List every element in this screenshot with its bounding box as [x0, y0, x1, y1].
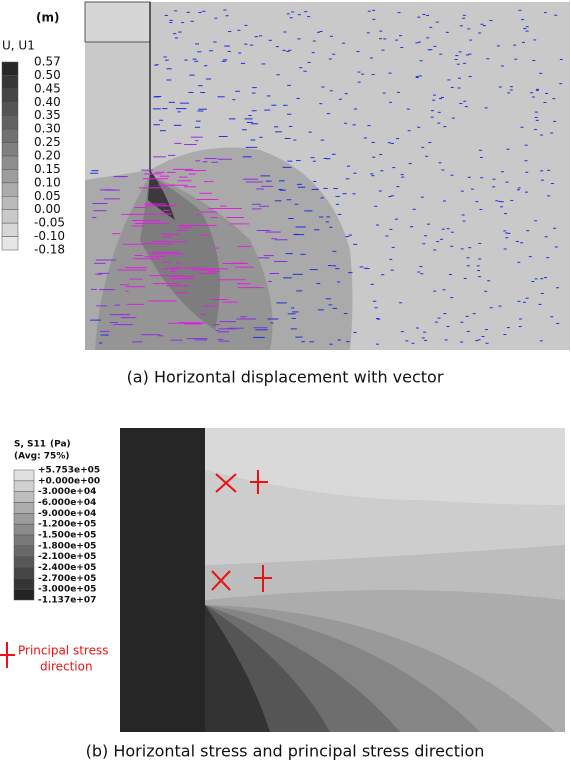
- legend-swatch: [13, 502, 35, 514]
- legend-label: 0.30: [34, 122, 61, 136]
- legend-label: -3.000e+05: [38, 585, 96, 595]
- legend-title: S, S11: [14, 440, 46, 450]
- legend-swatch: [1, 155, 19, 170]
- legend-label: -0.05: [34, 216, 65, 230]
- legend-swatch: [1, 196, 19, 210]
- contour-zone: [148, 170, 175, 220]
- legend-unit: (Pa): [50, 440, 71, 450]
- panel-b: [0, 428, 565, 732]
- legend-a: 0.570.500.450.400.350.300.250.200.150.10…: [1, 55, 65, 257]
- legend-label: -9.000e+04: [38, 509, 96, 519]
- legend-label: 0.20: [34, 149, 61, 163]
- legend-swatch: [13, 534, 35, 547]
- legend-label: +0.000e+00: [38, 476, 100, 486]
- legend-label: -1.500e+05: [38, 531, 96, 541]
- caption: (a) Horizontal displacement with vector: [127, 368, 444, 387]
- legend-swatch: [1, 102, 19, 116]
- legend-b: +5.753e+05+0.000e+00-3.000e+04-6.000e+04…: [13, 466, 100, 606]
- legend-label: 0.57: [34, 55, 61, 69]
- legend-label: -0.18: [34, 243, 65, 257]
- legend-label: 0.25: [34, 135, 61, 149]
- legend-swatch: [1, 61, 19, 76]
- unit-label: (m): [36, 11, 59, 25]
- legend-label: -6.000e+04: [38, 498, 96, 508]
- caption: (b) Horizontal stress and principal stre…: [86, 742, 485, 761]
- legend-label: -1.200e+05: [38, 520, 96, 530]
- legend-swatch: [13, 523, 35, 536]
- legend-swatch: [13, 556, 35, 568]
- legend-avg: (Avg: 75%): [14, 452, 69, 462]
- stress-markers: [0, 470, 272, 668]
- legend-swatch: [13, 491, 35, 503]
- legend-swatch: [1, 169, 19, 184]
- legend-swatch: [13, 469, 35, 482]
- legend-label: 0.10: [34, 175, 61, 189]
- legend-label: -2.700e+05: [38, 574, 96, 584]
- legend-swatch: [1, 88, 19, 103]
- vectors: [90, 9, 563, 345]
- legend-swatch: [13, 578, 35, 590]
- legend-label: -0.10: [34, 229, 65, 243]
- legend-swatch: [13, 480, 35, 492]
- legend-label: -1.137e+07: [38, 596, 96, 606]
- legend-label: 0.45: [34, 81, 61, 95]
- legend-swatch: [13, 567, 35, 579]
- legend-swatch: [1, 236, 19, 251]
- legend-label: -2.100e+05: [38, 552, 96, 562]
- legend-label: 0.00: [34, 202, 61, 216]
- wall-box: [84, 1, 151, 43]
- legend-swatch: [1, 128, 19, 143]
- legend-label: +5.753e+05: [38, 466, 100, 476]
- legend-swatch: [13, 545, 35, 557]
- legend-label: 0.40: [34, 95, 61, 109]
- legend-swatch: [1, 182, 19, 197]
- legend-label: -1.800e+05: [38, 541, 96, 551]
- legend-swatch: [1, 142, 19, 157]
- panel-a: [84, 1, 570, 350]
- wall-block: [120, 428, 205, 732]
- legend-swatch: [13, 588, 35, 601]
- legend-label: 0.35: [34, 108, 61, 122]
- legend-label: 0.50: [34, 68, 61, 82]
- legend-label: 0.15: [34, 162, 61, 176]
- legend-label: -3.000e+04: [38, 487, 96, 497]
- legend-title: U, U1: [2, 39, 35, 53]
- legend-swatch: [1, 75, 19, 90]
- legend-swatch: [1, 209, 19, 224]
- legend-swatch: [1, 222, 19, 237]
- legend-label: -2.400e+05: [38, 563, 96, 573]
- legend-swatch: [13, 513, 35, 525]
- legend-label: 0.05: [34, 189, 61, 203]
- annotation: direction: [40, 660, 93, 674]
- annotation: Principal stress: [18, 644, 108, 658]
- legend-swatch: [1, 115, 19, 130]
